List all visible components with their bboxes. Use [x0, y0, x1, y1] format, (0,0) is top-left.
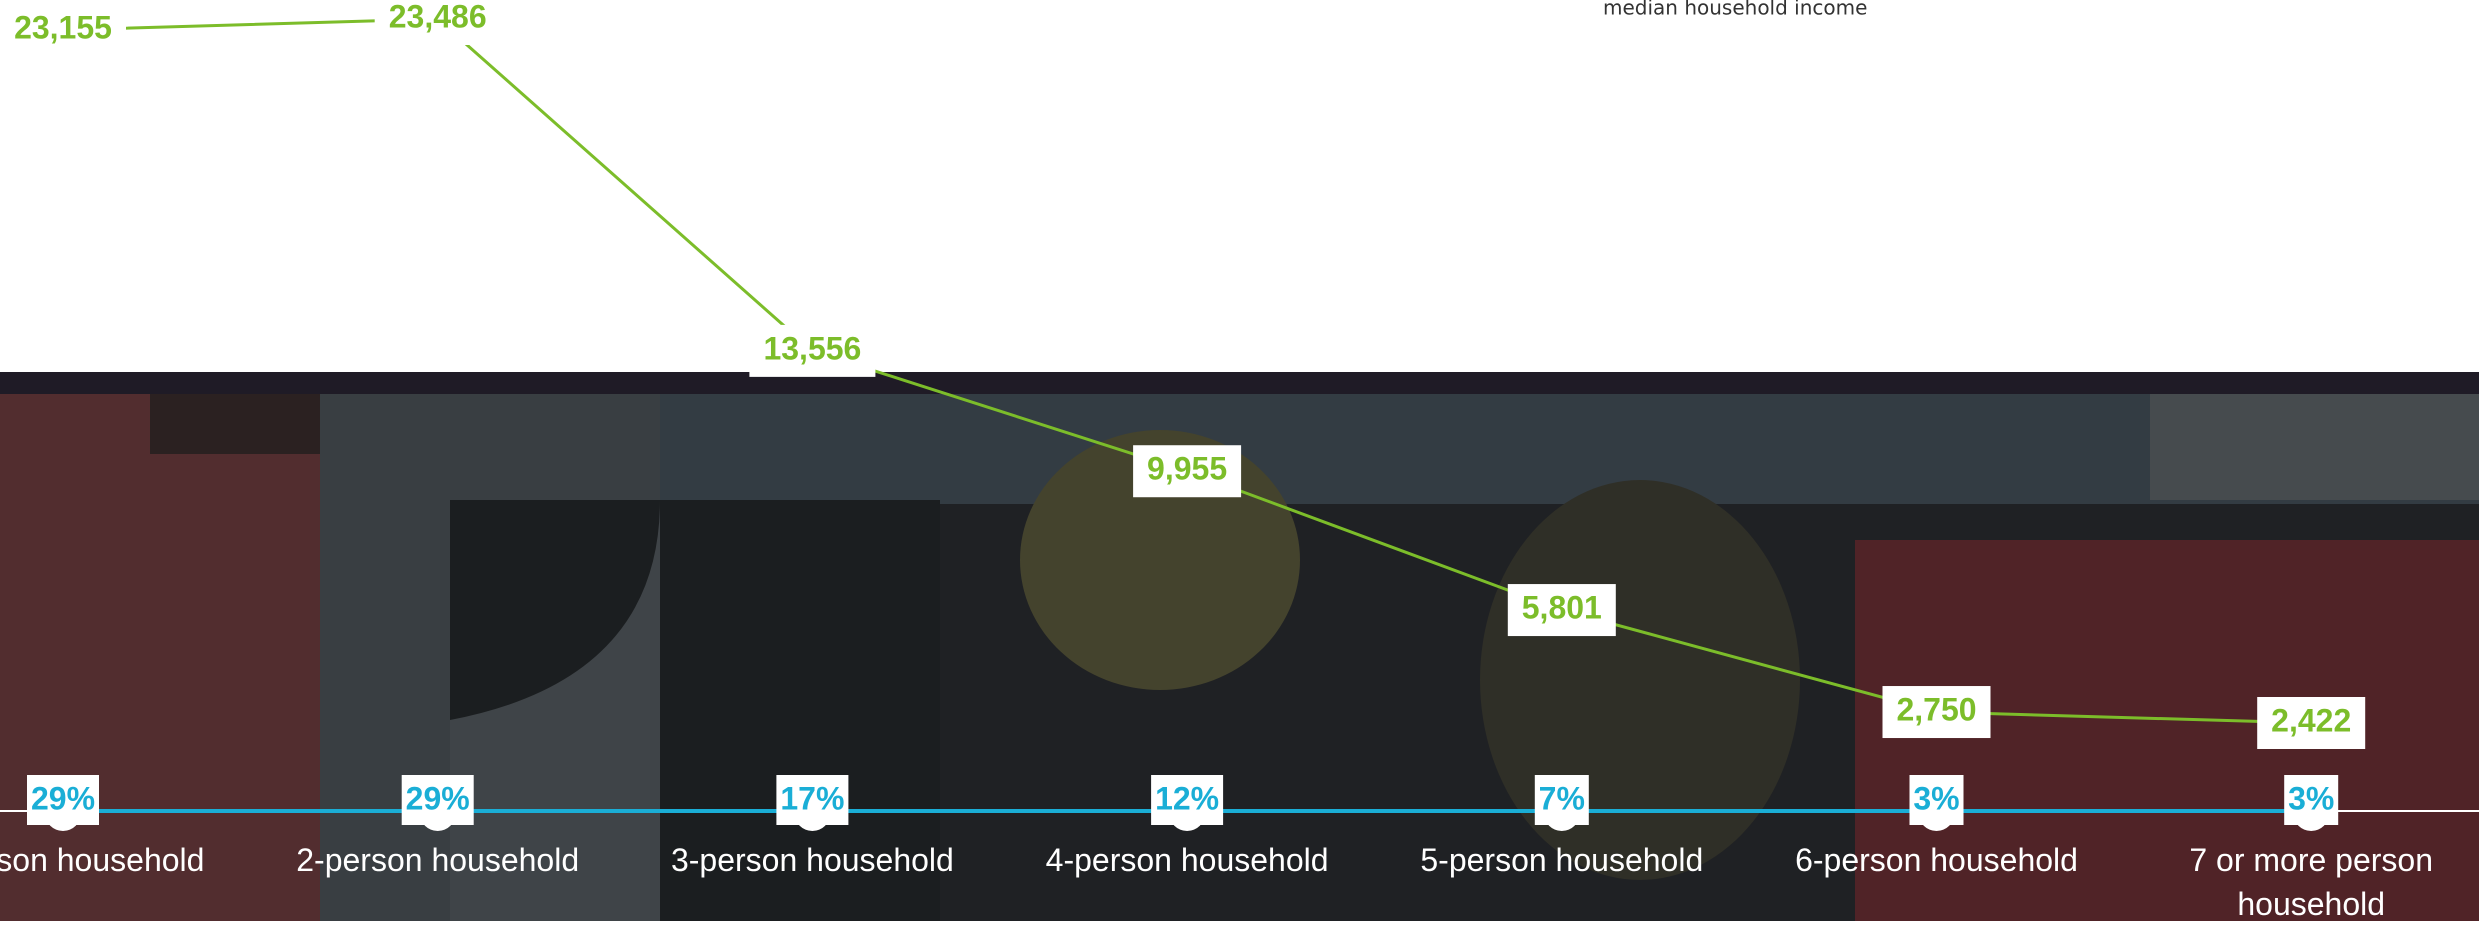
- category-label: 3-person household: [647, 838, 977, 882]
- category-label: 2-person household: [273, 838, 603, 882]
- income-label: 2,422: [2271, 702, 2351, 738]
- share-label: 12%: [1155, 780, 1219, 816]
- category-label: 4-person household: [1022, 838, 1352, 882]
- income-label: 23,486: [389, 0, 487, 34]
- page: median household income 29% 29% 17% 12% 7% 3%…: [0, 0, 2479, 921]
- share-label: 29%: [31, 780, 95, 816]
- category-label: 6-person household: [1772, 838, 2102, 882]
- share-label: 3%: [1913, 780, 1959, 816]
- income-label: 5,801: [1522, 590, 1602, 626]
- income-label: 9,955: [1147, 451, 1227, 487]
- chart: median household income 29% 29% 17% 12% 7% 3%…: [0, 0, 2479, 921]
- share-label: 7%: [1539, 780, 1585, 816]
- income-label: 23,155: [14, 10, 112, 46]
- share-label: 29%: [406, 780, 470, 816]
- category-label: 7 or more person household: [2146, 838, 2476, 926]
- category-label: 1-person household: [0, 838, 228, 882]
- share-label: 3%: [2288, 780, 2334, 816]
- annotation: median household income: [1603, 0, 1867, 20]
- share-label: 17%: [780, 780, 844, 816]
- income-label: 2,750: [1896, 691, 1976, 727]
- income-label: 13,556: [763, 330, 861, 366]
- category-label: 5-person household: [1397, 838, 1727, 882]
